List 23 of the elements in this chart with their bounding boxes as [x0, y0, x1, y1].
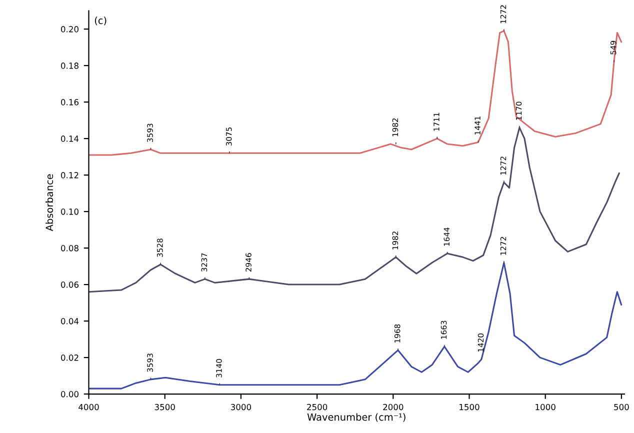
- y-tick-label: 0.06: [61, 282, 79, 288]
- x-tick-label: 1000: [536, 404, 556, 410]
- x-tick-label: 3500: [154, 404, 175, 410]
- y-tick-label: 0.00: [61, 391, 78, 398]
- y-tick-label: 0.10: [61, 208, 78, 215]
- y-tick-label: 0.18: [61, 62, 78, 69]
- y-axis-title: Absorbance: [46, 174, 54, 232]
- x-tick-label: 3000: [230, 404, 252, 410]
- y-tick-label: 0.08: [61, 245, 78, 252]
- y-tick-label: 0.14: [61, 136, 79, 142]
- y-tick-label: 0.12: [61, 172, 78, 178]
- x-tick-label: 1500: [460, 404, 480, 410]
- x-tick-label: 2000: [383, 404, 404, 410]
- line-series: [88, 30, 622, 156]
- annotation: (c): [94, 16, 106, 26]
- x-axis-title: Wavenumber (cm⁻¹): [307, 413, 406, 422]
- y-tick-label: 0.02: [61, 354, 78, 361]
- x-tick-label: 4000: [78, 404, 99, 410]
- x-tick-label: 2500: [307, 404, 328, 410]
- y-tick-label: 0.20: [61, 26, 78, 32]
- x-tick-label: 500: [614, 404, 629, 410]
- y-tick-label: 0.16: [61, 99, 79, 106]
- y-tick-label: 0.04: [61, 318, 79, 324]
